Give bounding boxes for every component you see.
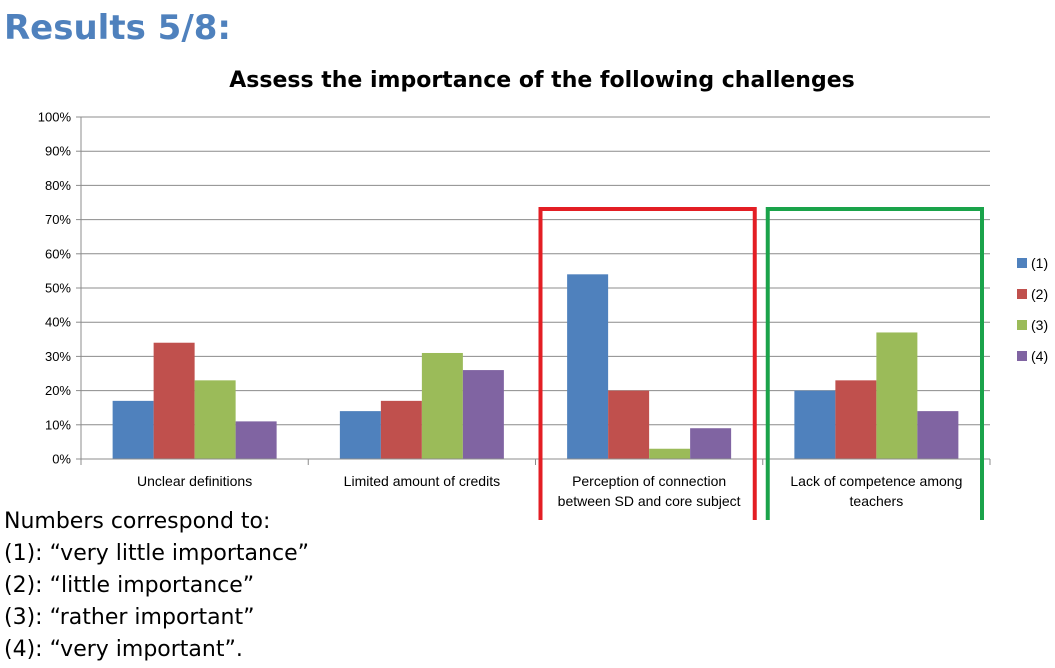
legend-swatch	[1017, 320, 1027, 330]
y-tick-label: 40%	[45, 315, 71, 330]
bar	[794, 390, 836, 459]
legend-label: (3)	[1031, 317, 1048, 333]
y-tick-label: 100%	[38, 110, 72, 125]
x-tick-label: between SD and core subject	[558, 493, 741, 509]
y-tick-label: 30%	[45, 349, 71, 364]
bar	[462, 370, 504, 459]
legend-swatch	[1017, 289, 1027, 299]
y-tick-label: 10%	[45, 417, 71, 432]
y-tick-label: 50%	[45, 281, 71, 296]
legend-notes: Numbers correspond to: (1): “very little…	[4, 506, 309, 666]
notes-line: (2): “little importance”	[4, 573, 255, 598]
x-tick-label: Unclear definitions	[137, 473, 252, 489]
bar	[112, 400, 154, 459]
x-tick-label: Perception of connection	[572, 473, 726, 489]
bar	[339, 411, 381, 459]
y-tick-label: 70%	[45, 212, 71, 227]
legend-label: (2)	[1031, 286, 1048, 302]
bar	[421, 352, 463, 459]
legend-label: (4)	[1031, 348, 1048, 364]
x-tick-label: Lack of competence among	[790, 473, 962, 489]
bar	[380, 400, 422, 459]
notes-line: (1): “very little importance”	[4, 541, 310, 566]
y-tick-label: 60%	[45, 246, 71, 261]
highlight-box	[538, 207, 757, 520]
bar	[917, 411, 959, 459]
y-tick-label: 0%	[52, 452, 71, 467]
bar	[567, 274, 609, 459]
y-tick-label: 80%	[45, 178, 71, 193]
bar	[153, 342, 195, 459]
notes-line: (4): “very important”.	[4, 637, 243, 662]
y-tick-label: 20%	[45, 383, 71, 398]
bar	[835, 380, 877, 459]
bar	[194, 380, 236, 459]
x-tick-label: Limited amount of credits	[344, 473, 500, 489]
bar	[649, 448, 691, 459]
bar	[235, 421, 277, 459]
chart-title: Assess the importance of the following c…	[229, 68, 854, 93]
legend-label: (1)	[1031, 255, 1048, 271]
notes-line: Numbers correspond to:	[4, 509, 271, 534]
highlight-box	[765, 207, 984, 520]
legend-swatch	[1017, 351, 1027, 361]
notes-line: (3): “rather important”	[4, 605, 255, 630]
bar	[876, 332, 918, 459]
slide-title: Results 5/8:	[4, 8, 231, 48]
bar	[608, 390, 650, 459]
bar	[690, 428, 732, 459]
y-tick-label: 90%	[45, 144, 71, 159]
x-tick-label: teachers	[850, 493, 904, 509]
legend-swatch	[1017, 258, 1027, 268]
bar-chart: Assess the importance of the following c…	[38, 68, 1048, 520]
